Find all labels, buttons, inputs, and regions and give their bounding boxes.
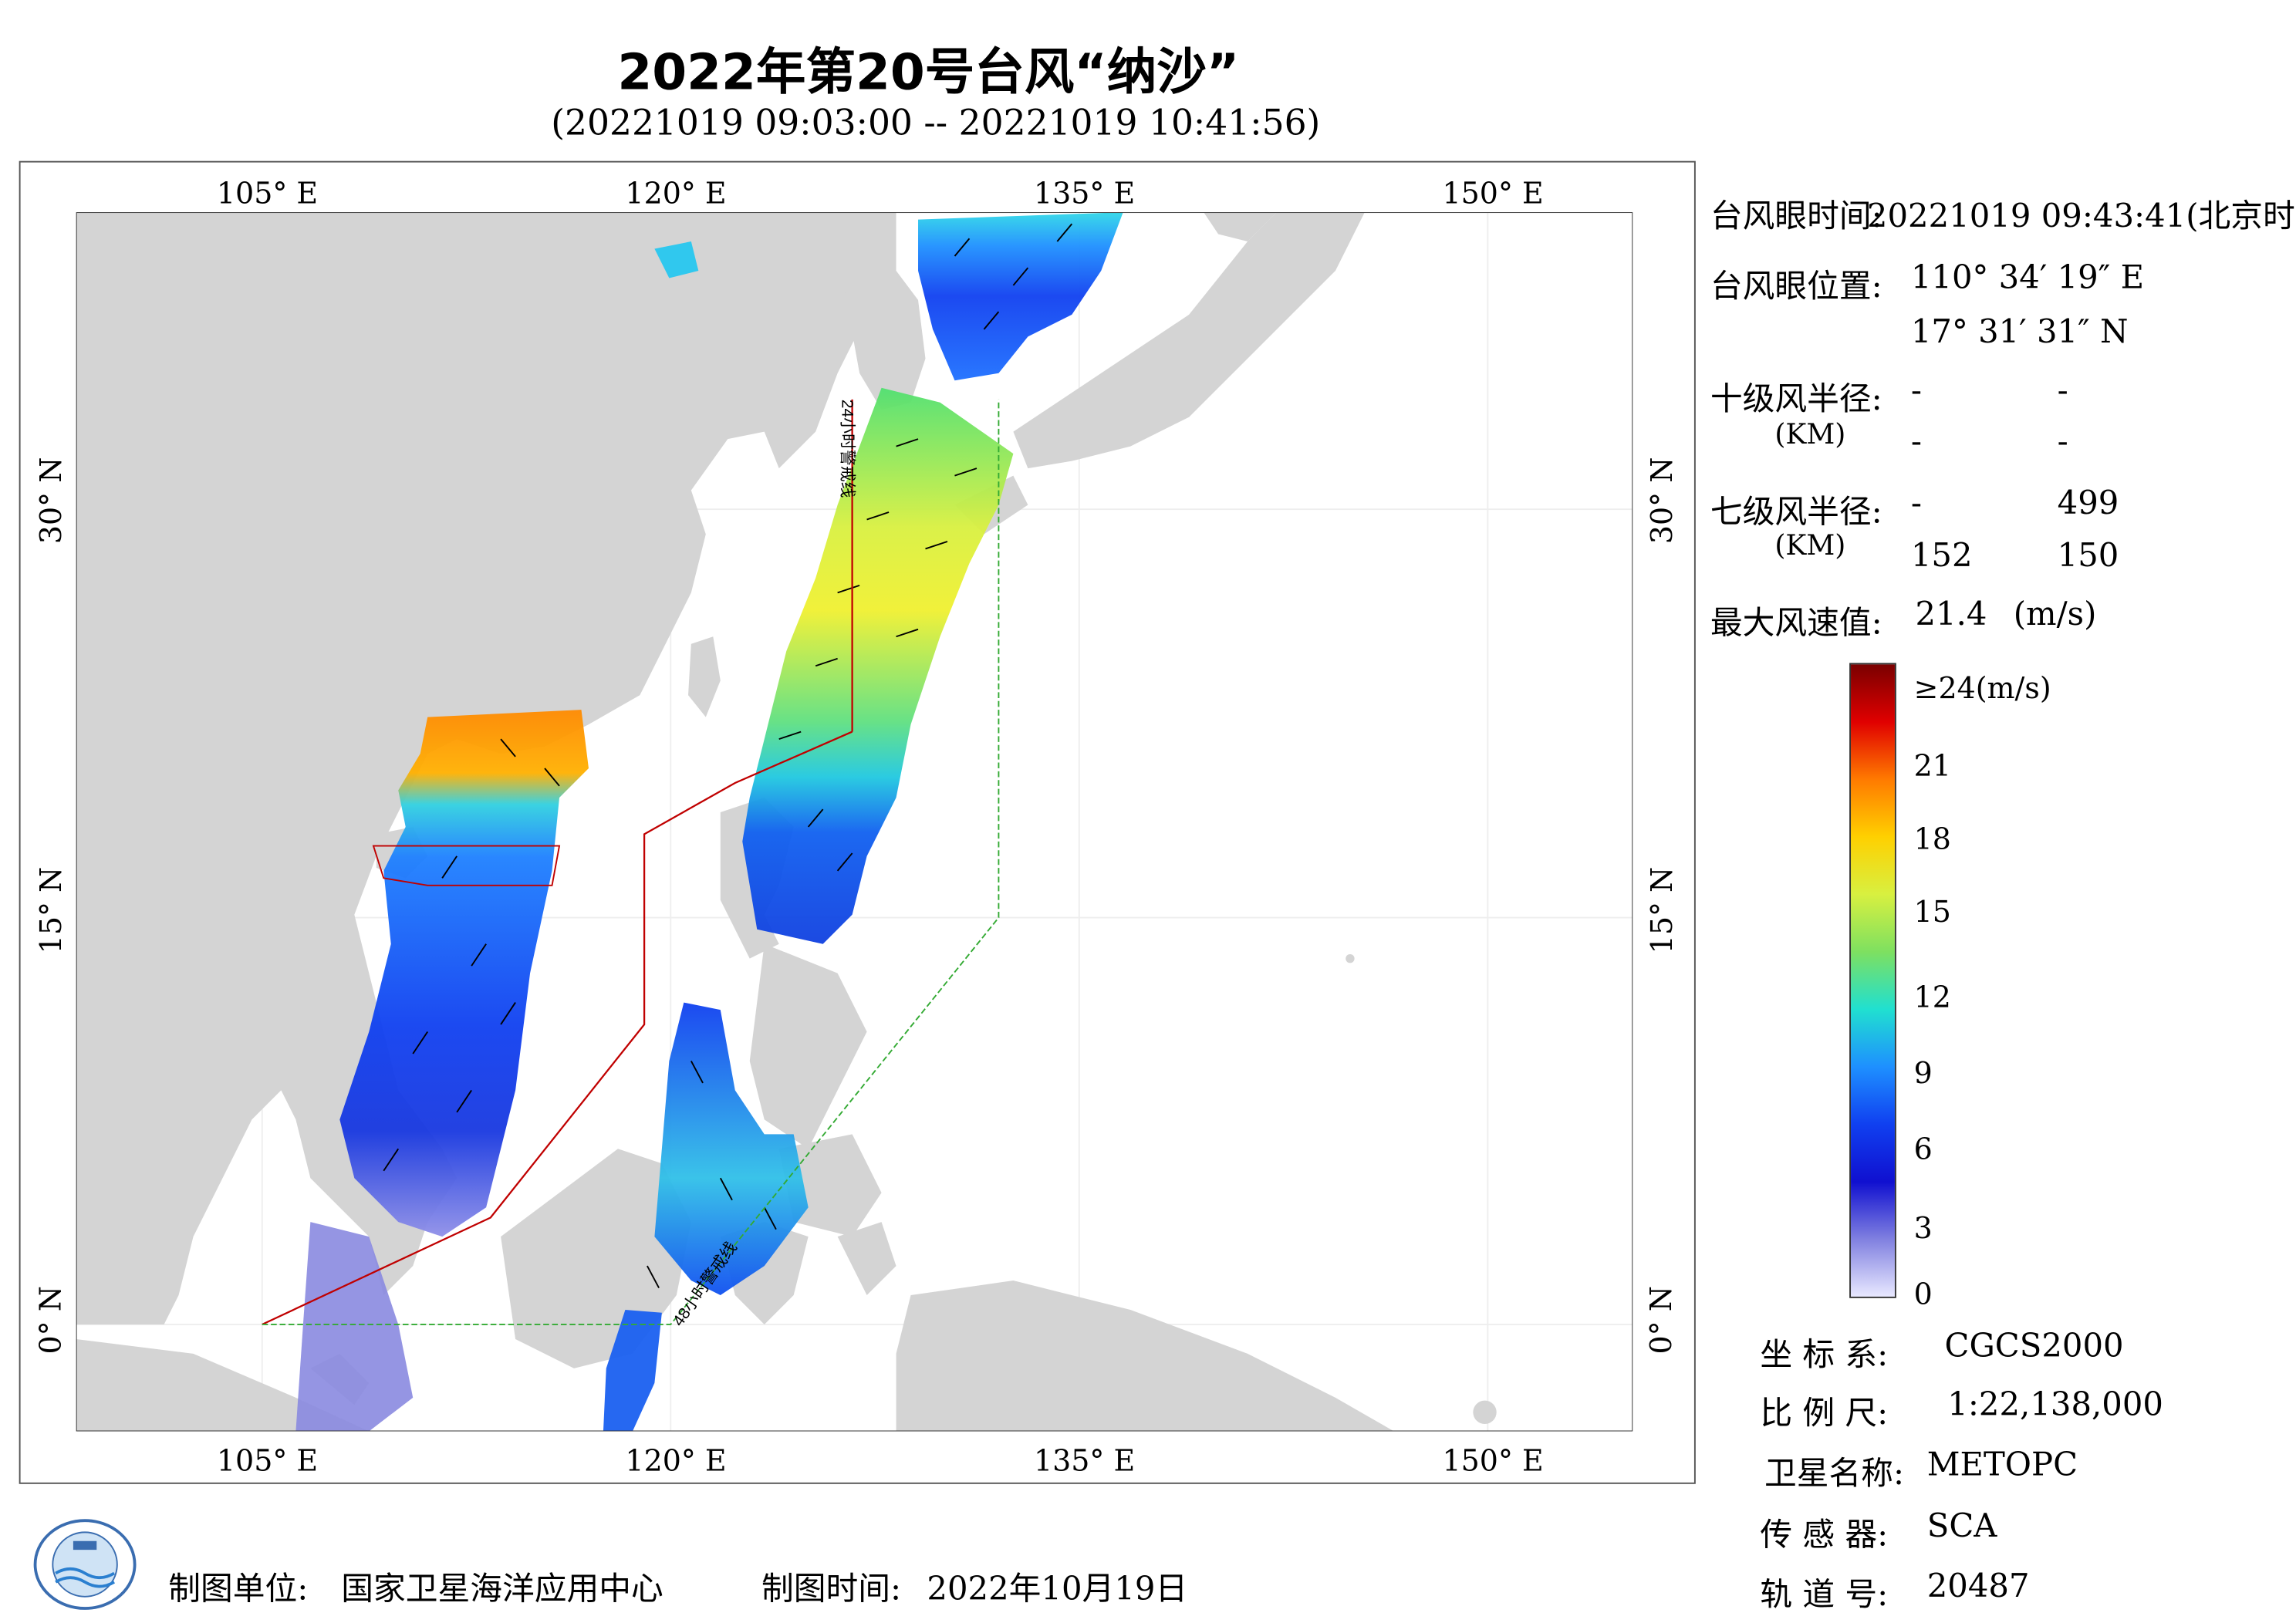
lon-tick-top-135: 135° E (1033, 175, 1136, 211)
sensor-label: 传 感 器: (1760, 1517, 1889, 1554)
warning-line-48h (262, 399, 1000, 1325)
orbit-label: 轨 道 号: (1760, 1577, 1889, 1615)
r7-unit: (KM) (1774, 529, 1846, 562)
agency-logo-icon (33, 1519, 137, 1610)
eye-lat: 17° 31′ 31″ N (1910, 314, 2129, 352)
sensor-value: SCA (1926, 1509, 1997, 1546)
page-title: 2022年第20号台风“纳沙” (617, 43, 1240, 103)
warning-line-24h (262, 731, 853, 1326)
r7-label: 七级风半径: (1710, 494, 1882, 531)
footer-time-label: 制图时间: (761, 1571, 902, 1609)
typhoon-eye-outline (372, 845, 561, 886)
maxwind-unit: (m/s) (2013, 597, 2097, 634)
lat-tick-left-0: 0° N (32, 1286, 68, 1355)
sat-label: 卫星名称: (1764, 1456, 1905, 1493)
lon-tick-bottom-135: 135° E (1033, 1442, 1136, 1479)
colorbar-label-18: 18 (1913, 821, 1951, 856)
eye-time-label: 台风眼时间: (1710, 199, 1882, 236)
colorbar-label-0: 0 (1913, 1276, 1933, 1311)
page-subtitle: (20221019 09:03:00 -- 20221019 10:41:56) (551, 102, 1321, 143)
colorbar (1849, 663, 1896, 1298)
scale-label: 比 例 尺: (1760, 1395, 1889, 1433)
lat-tick-left-30: 30° N (33, 457, 69, 545)
eye-time-value: 20221019 09:43:41(北京时) (1866, 199, 2296, 236)
r10-value-1: - (1910, 373, 1922, 410)
sat-value: METOPC (1926, 1447, 2078, 1484)
lon-tick-bottom-105: 105° E (216, 1442, 319, 1479)
wind-barbs (383, 223, 1073, 1288)
r10-value-4: - (2057, 424, 2068, 461)
warn24-label: 24小时警戒线 (838, 400, 856, 498)
colorbar-label-24: ≥24(m/s) (1913, 670, 2051, 706)
land (76, 212, 1497, 1432)
r10-value-3: - (1910, 424, 1922, 461)
wind-swaths (295, 212, 1123, 1432)
lat-tick-right-15: 15° N (1643, 866, 1680, 954)
maxwind-value: 21.4 (1915, 597, 1987, 634)
lon-tick-top-120: 120° E (625, 175, 727, 211)
scale-value: 1:22,138,000 (1947, 1387, 2163, 1424)
map-frame (19, 160, 1696, 1484)
eye-pos-label: 台风眼位置: (1710, 269, 1882, 306)
colorbar-label-3: 3 (1913, 1210, 1933, 1246)
footer-unit-label: 制图单位: (168, 1571, 309, 1609)
colorbar-label-12: 12 (1913, 979, 1951, 1014)
orbit-value: 20487 (1926, 1568, 2030, 1606)
crs-label: 坐 标 系: (1760, 1338, 1889, 1375)
r10-label: 十级风半径: (1710, 382, 1882, 419)
r10-unit: (KM) (1774, 418, 1846, 451)
footer-time-value: 2022年10月19日 (927, 1571, 1188, 1609)
typhoon-wind-map[interactable]: 24小时警戒线 48小时警戒线 (76, 212, 1633, 1432)
lat-tick-left-15: 15° N (33, 866, 69, 954)
eye-lon: 110° 34′ 19″ E (1910, 260, 2145, 298)
colorbar-label-6: 6 (1913, 1131, 1933, 1167)
lon-tick-bottom-150: 150° E (1442, 1442, 1544, 1479)
r7-value-4: 150 (2057, 538, 2119, 575)
lon-tick-top-105: 105° E (216, 175, 319, 211)
lon-tick-bottom-120: 120° E (625, 1442, 727, 1479)
lon-tick-top-150: 150° E (1442, 175, 1544, 211)
footer-unit-value: 国家卫星海洋应用中心 (341, 1571, 663, 1609)
crs-value: CGCS2000 (1944, 1328, 2124, 1366)
r7-value-3: 152 (1910, 538, 1973, 575)
lat-tick-right-0: 0° N (1643, 1286, 1679, 1355)
warning-lines (262, 399, 1000, 1326)
r7-value-2: 499 (2057, 485, 2119, 523)
r10-value-2: - (2057, 373, 2068, 410)
colorbar-label-15: 15 (1913, 894, 1951, 930)
maxwind-label: 最大风速值: (1710, 606, 1882, 643)
r7-value-1: - (1910, 485, 1922, 523)
map-border (76, 212, 1633, 1432)
colorbar-label-9: 9 (1913, 1054, 1933, 1091)
colorbar-label-21: 21 (1913, 747, 1951, 784)
lat-tick-right-30: 30° N (1643, 457, 1680, 545)
